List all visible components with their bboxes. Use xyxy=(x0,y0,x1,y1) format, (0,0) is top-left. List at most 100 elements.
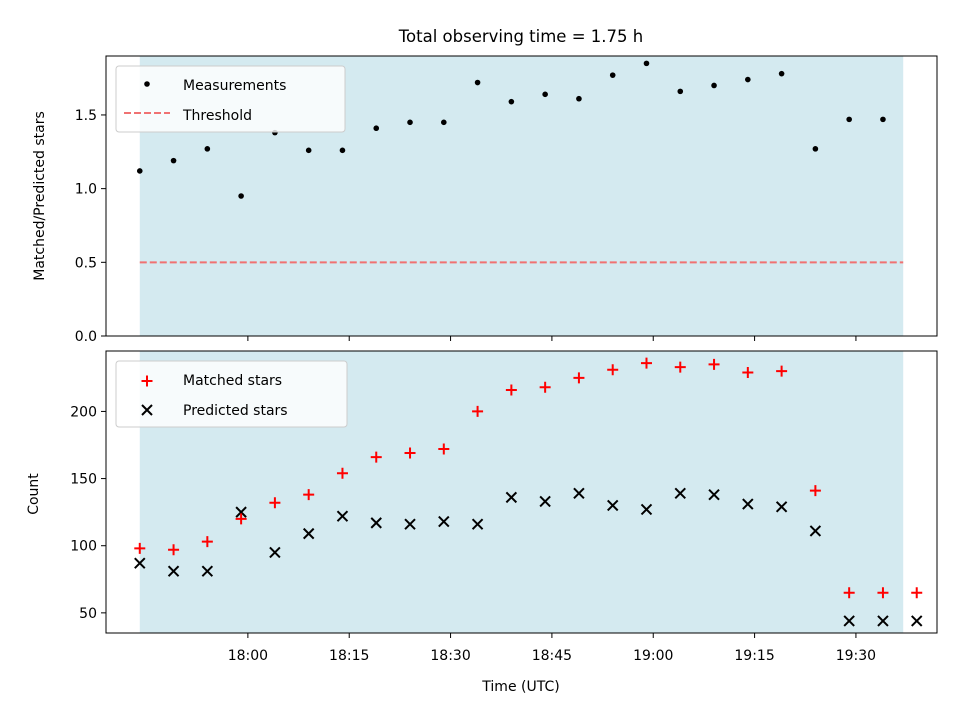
x-tick-label: 19:00 xyxy=(633,648,673,664)
bottom-legend-box xyxy=(115,360,348,428)
matched-stars-point xyxy=(573,372,585,384)
measurement-point xyxy=(677,88,684,95)
measurement-point xyxy=(542,91,548,98)
x-tick-label: 18:45 xyxy=(532,648,572,664)
matched-stars-point xyxy=(607,364,619,376)
bottom-plot-frame xyxy=(105,350,938,634)
measurement-point xyxy=(778,70,785,77)
legend-predicted-marker xyxy=(141,404,153,416)
measurement-point xyxy=(136,168,143,174)
predicted-stars-point xyxy=(336,510,349,522)
predicted-stars-point xyxy=(471,518,484,530)
x-tick-label: 19:30 xyxy=(836,648,876,664)
matched-stars-point xyxy=(404,447,416,459)
predicted-stars-point xyxy=(843,615,855,627)
top-y-tick-label: 1.5 xyxy=(75,108,97,124)
legend-matched-label: Matched stars xyxy=(183,373,282,389)
matched-stars-point xyxy=(776,365,788,377)
measurement-point xyxy=(238,193,244,199)
matched-stars-point xyxy=(134,542,146,554)
predicted-stars-point xyxy=(302,527,315,540)
top-panel: 0.0 0.5 1.0 1.5 Matched/Predicted stars Mea… xyxy=(32,55,938,345)
measurement-point xyxy=(474,79,481,86)
predicted-stars-point xyxy=(235,506,247,518)
measurement-point xyxy=(441,119,447,126)
measurement-point xyxy=(339,147,346,154)
matched-stars-point xyxy=(168,544,180,556)
top-marks xyxy=(136,60,904,264)
measurement-point xyxy=(711,82,717,89)
measurement-point xyxy=(609,72,616,78)
measurement-point xyxy=(508,98,515,105)
top-y-tick-label: 0.5 xyxy=(75,255,97,271)
bottom-panel: 50 100 150 200 18:00 18:15 18:30 18:45 19:00 19:1… xyxy=(26,350,938,695)
predicted-stars-point xyxy=(911,615,923,627)
top-y-axis-label: Matched/Predicted stars xyxy=(32,111,48,281)
chart-title: Total observing time = 1.75 h xyxy=(398,27,643,46)
predicted-stars-point xyxy=(269,546,281,559)
predicted-stars-point xyxy=(573,487,585,500)
matched-stars-point xyxy=(877,587,889,599)
predicted-stars-point xyxy=(370,517,382,529)
matched-stars-point xyxy=(472,405,484,417)
matched-stars-point xyxy=(438,443,450,455)
predicted-stars-point xyxy=(708,488,720,501)
predicted-stars-point xyxy=(201,565,214,577)
predicted-stars-point xyxy=(606,499,619,512)
matched-stars-point xyxy=(640,357,652,369)
x-axis-label: Time (UTC) xyxy=(481,679,559,695)
legend-predicted-cross xyxy=(141,404,153,416)
matched-stars-point xyxy=(911,587,923,599)
x-tick-label: 18:30 xyxy=(430,648,470,664)
bottom-y-tick-label: 50 xyxy=(79,606,97,622)
top-y-tick-label: 0.0 xyxy=(75,329,97,345)
predicted-stars-point xyxy=(134,557,146,569)
x-tick-label: 18:15 xyxy=(329,648,369,664)
legend-matched-marker xyxy=(141,375,153,387)
top-legend-box xyxy=(115,65,346,133)
matched-stars-point xyxy=(336,467,348,479)
predicted-stars-point xyxy=(877,615,889,627)
matched-stars-point xyxy=(505,384,517,396)
bottom-marks xyxy=(134,357,923,627)
x-tick-label: 18:00 xyxy=(228,648,268,664)
predicted-stars-point xyxy=(640,503,653,516)
predicted-stars-point xyxy=(505,491,518,504)
matched-stars-point xyxy=(370,451,382,463)
measurement-point xyxy=(576,95,582,102)
matched-stars-point xyxy=(201,536,213,548)
bottom-y-axis-label: Count xyxy=(26,473,42,515)
matched-stars-point xyxy=(742,366,754,378)
measurement-point xyxy=(170,157,177,164)
measurement-point xyxy=(880,116,886,123)
matched-stars-point xyxy=(708,358,720,370)
top-plot-frame xyxy=(105,55,938,337)
predicted-stars-point xyxy=(809,525,822,537)
bottom-ticks: 50 100 150 200 18:00 18:15 18:30 18:45 19:00 19:1… xyxy=(70,404,876,664)
bottom-y-tick-label: 200 xyxy=(70,404,97,420)
matched-stars-point xyxy=(539,381,551,393)
predicted-stars-point xyxy=(674,487,686,500)
bottom-legend: Matched stars Predicted stars xyxy=(115,360,348,428)
matched-stars-point xyxy=(235,513,247,525)
legend-matched-plus xyxy=(141,375,153,387)
predicted-stars-point xyxy=(404,518,416,530)
predicted-stars-point xyxy=(539,495,551,508)
bottom-y-tick-label: 100 xyxy=(70,539,97,555)
measurement-point xyxy=(812,146,819,152)
matched-stars-point xyxy=(269,497,281,509)
measurement-point xyxy=(745,76,751,83)
matched-stars-point xyxy=(303,489,315,501)
measurement-point xyxy=(373,125,380,132)
top-ticks: 0.0 0.5 1.0 1.5 xyxy=(75,108,857,345)
measurement-point xyxy=(305,147,312,154)
bottom-y-tick-label: 150 xyxy=(70,472,97,488)
measurement-point xyxy=(407,119,413,126)
matched-stars-point xyxy=(843,587,855,599)
legend-measurements-marker xyxy=(144,81,150,87)
predicted-stars-point xyxy=(438,515,450,528)
measurement-point xyxy=(643,60,650,67)
matched-stars-point xyxy=(674,361,686,373)
matched-stars-point xyxy=(809,485,821,497)
